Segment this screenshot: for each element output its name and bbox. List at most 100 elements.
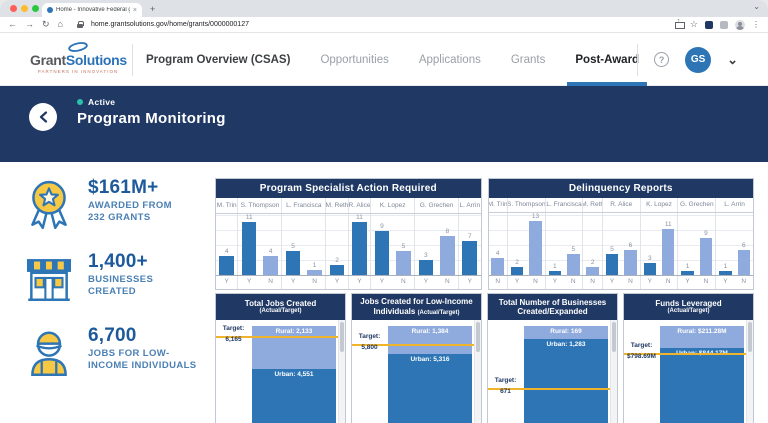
chart-bar	[241, 222, 257, 275]
chevron-down-icon[interactable]: ⌄	[727, 51, 738, 67]
reload-icon[interactable]: ↻	[42, 19, 50, 29]
scrollbar-thumb[interactable]	[340, 322, 344, 352]
chart-bar	[510, 267, 524, 276]
stacked-segment-urban: Urban: 1,283	[524, 339, 608, 423]
home-icon[interactable]: ⌂	[57, 19, 63, 29]
forward-icon[interactable]: →	[25, 19, 34, 29]
chart-panel-jobs-low-income: Jobs Created for Low-Income Individuals …	[351, 293, 482, 423]
chart-bar	[586, 267, 599, 276]
chart-scrollbar[interactable]	[746, 320, 753, 423]
chart-title: Total Jobs Created	[244, 298, 317, 308]
chart-subtitle: (Actual/Target)	[417, 309, 460, 316]
nav-item-program-overview[interactable]: Program Overview (CSAS)	[146, 53, 291, 66]
chart-bar-slot: 11	[238, 214, 259, 275]
extension-icon[interactable]	[720, 20, 728, 29]
browser-menu-icon[interactable]: ⋮	[752, 19, 760, 29]
chart-bar-slot: 6	[735, 242, 753, 276]
close-window-button[interactable]	[10, 5, 17, 12]
app-header: GrantSolutions PARTNERS IN INNOVATION Pr…	[0, 33, 768, 86]
chart-bar-slot: 9	[371, 223, 392, 275]
chart-flag-label: Y	[290, 278, 296, 285]
nav-item-applications[interactable]: Applications	[418, 53, 481, 66]
chart-bar-slot: 2	[326, 257, 347, 275]
browser-tab[interactable]: Home - Innovative Federal gra... ×	[42, 3, 142, 17]
logo-tagline: PARTNERS IN INNOVATION	[37, 69, 119, 74]
chart-flag-label: N	[665, 278, 671, 286]
new-tab-button[interactable]: +	[150, 4, 156, 14]
chart-bar-value-label: 2	[590, 259, 595, 267]
url-bar: ← → ↻ ⌂ home.grantsolutions.gov/home/gra…	[0, 17, 768, 33]
browser-profile-icon[interactable]	[735, 19, 745, 30]
stat-value: 1,400+	[88, 251, 148, 272]
scrollbar-thumb[interactable]	[476, 322, 480, 352]
nav-item-grants[interactable]: Grants	[510, 53, 546, 66]
tab-close-icon[interactable]: ×	[132, 6, 137, 14]
minimize-window-button[interactable]	[21, 5, 28, 12]
worker-icon	[31, 331, 67, 377]
chart-category-label: K. Lopez	[371, 198, 416, 213]
help-icon[interactable]: ?	[654, 52, 670, 67]
chart-bar	[462, 241, 478, 275]
chart-bar	[219, 256, 235, 275]
target-label: Target: $798.69M	[624, 342, 659, 360]
chart-bar-value-label: 13	[531, 213, 540, 221]
user-avatar[interactable]: GS	[685, 46, 712, 73]
chart-flag-label: Y	[423, 278, 429, 285]
bookmark-star-icon[interactable]: ☆	[689, 19, 698, 29]
chart-bar-slot: 1	[716, 263, 734, 276]
status-label: Active	[88, 97, 116, 107]
stacked-segment-label: Urban: 5,316	[410, 355, 450, 363]
share-icon[interactable]	[674, 18, 685, 29]
window-chevron-icon[interactable]: ⌄	[753, 2, 760, 11]
back-button[interactable]	[29, 103, 57, 131]
chart-bar-slot: 5	[603, 246, 621, 276]
chart-flag-label: N	[570, 278, 576, 286]
chart-title-block: Total Number of Businesses Created/Expan…	[488, 294, 617, 320]
chart-bar-group: 11 4	[238, 214, 283, 275]
chart-bar	[440, 236, 455, 275]
stacked-segment-label: Rural: 169	[550, 328, 582, 335]
url-text[interactable]: home.grantsolutions.gov/home/grants/0000…	[90, 21, 249, 28]
target-line	[216, 336, 338, 339]
scrollbar-thumb[interactable]	[612, 322, 616, 352]
chart-title: Total Number of Businesses Created/Expan…	[498, 297, 607, 316]
chart-category-label: L. Francisca	[282, 198, 327, 213]
window-traffic-lights[interactable]	[10, 5, 39, 12]
extension-icon[interactable]	[705, 20, 713, 29]
nav-item-opportunities[interactable]: Opportunities	[320, 53, 389, 66]
header-divider	[637, 43, 639, 76]
chart-flag-label: N	[495, 278, 501, 286]
zoom-window-button[interactable]	[32, 5, 39, 12]
chart-flag-label: Y	[224, 278, 229, 285]
chart-bar-slot: 11	[349, 214, 370, 275]
target-line	[352, 344, 474, 347]
back-icon[interactable]: ←	[8, 19, 17, 29]
grantsolutions-logo[interactable]: GrantSolutions PARTNERS IN INNOVATION	[30, 42, 127, 74]
chart-bar-slot: 5	[564, 246, 582, 276]
chart-scrollbar[interactable]	[474, 320, 481, 423]
target-caption: Target:	[358, 333, 381, 341]
stacked-segment-label: Urban: 4,551	[274, 371, 314, 379]
chart-bar	[681, 271, 694, 276]
chart-bar	[719, 271, 732, 276]
browser-action-icons: ☆ ⋮	[674, 18, 760, 30]
scrollbar-thumb[interactable]	[748, 322, 752, 352]
nav-item-post-award[interactable]: Post-Award	[567, 33, 647, 86]
chart-title: Program Specialist Action Required	[216, 179, 481, 198]
chart-bar	[605, 254, 619, 276]
chart-bar-slot: 9	[697, 230, 715, 276]
chart-scrollbar[interactable]	[338, 320, 345, 423]
chart-bar	[567, 254, 580, 276]
chart-bar-slot: 3	[641, 255, 659, 276]
chart-scrollbar[interactable]	[610, 320, 617, 423]
chart-flag-label: Y	[647, 278, 652, 286]
chart-bar-value-label: 1	[553, 263, 557, 271]
header-divider	[132, 44, 133, 76]
chart-bar-slot: 4	[216, 248, 237, 275]
